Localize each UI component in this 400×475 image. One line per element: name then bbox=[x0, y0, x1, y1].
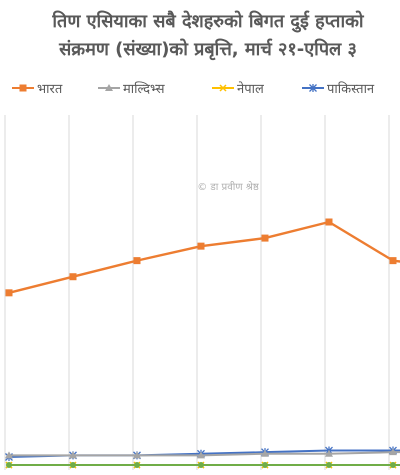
chart-title-line-2: संक्रमण (संख्या)को प्रबृत्ति, मार्च २१-ए… bbox=[58, 38, 357, 61]
data-point bbox=[6, 462, 12, 469]
data-point bbox=[262, 462, 268, 469]
chart-title-line-1: तिण एसियाका सबै देशहरुको बिगत दुई हप्ताक… bbox=[51, 10, 365, 33]
series-group bbox=[5, 448, 400, 459]
data-point bbox=[5, 451, 13, 459]
data-point bbox=[5, 289, 13, 297]
legend-label: माल्दिभ्स bbox=[123, 81, 165, 97]
data-point bbox=[198, 462, 204, 469]
chart-gridlines bbox=[4, 115, 390, 470]
legend-label: नेपाल bbox=[237, 81, 264, 97]
chart-legend: भारत माल्दिभ्स नेपाल पाकिस्तान bbox=[12, 81, 375, 97]
legend-item: नेपाल bbox=[212, 81, 264, 97]
data-point bbox=[390, 462, 396, 469]
data-point bbox=[325, 218, 333, 226]
data-point bbox=[70, 462, 76, 469]
legend-marker bbox=[19, 84, 27, 92]
data-point bbox=[133, 257, 141, 265]
legend-label: पाकिस्तान bbox=[327, 81, 375, 97]
series-group bbox=[5, 218, 400, 297]
legend-marker bbox=[309, 84, 317, 92]
legend-label: भारत bbox=[37, 82, 63, 97]
series-line bbox=[8, 220, 400, 294]
data-point bbox=[261, 449, 269, 457]
legend-item: माल्दिभ्स bbox=[98, 81, 165, 97]
data-point bbox=[389, 448, 397, 456]
legend-marker bbox=[105, 84, 113, 91]
legend-marker bbox=[219, 84, 227, 92]
plot-area bbox=[5, 218, 400, 469]
data-point bbox=[69, 451, 77, 459]
data-point bbox=[261, 234, 269, 242]
legend-item: भारत bbox=[12, 82, 63, 97]
legend-item: पाकिस्तान bbox=[302, 81, 375, 97]
data-point bbox=[325, 449, 333, 457]
data-point bbox=[133, 451, 141, 459]
data-point bbox=[134, 462, 140, 469]
data-point bbox=[69, 273, 77, 281]
data-point bbox=[197, 451, 205, 459]
data-point bbox=[389, 257, 397, 265]
series-group bbox=[6, 462, 400, 469]
chart-title: तिण एसियाका सबै देशहरुको बिगत दुई हप्ताक… bbox=[51, 10, 365, 61]
copyright-watermark: © डा प्रवीण श्रेष्ठ bbox=[197, 181, 260, 193]
data-point bbox=[197, 242, 205, 250]
data-point bbox=[326, 462, 332, 469]
